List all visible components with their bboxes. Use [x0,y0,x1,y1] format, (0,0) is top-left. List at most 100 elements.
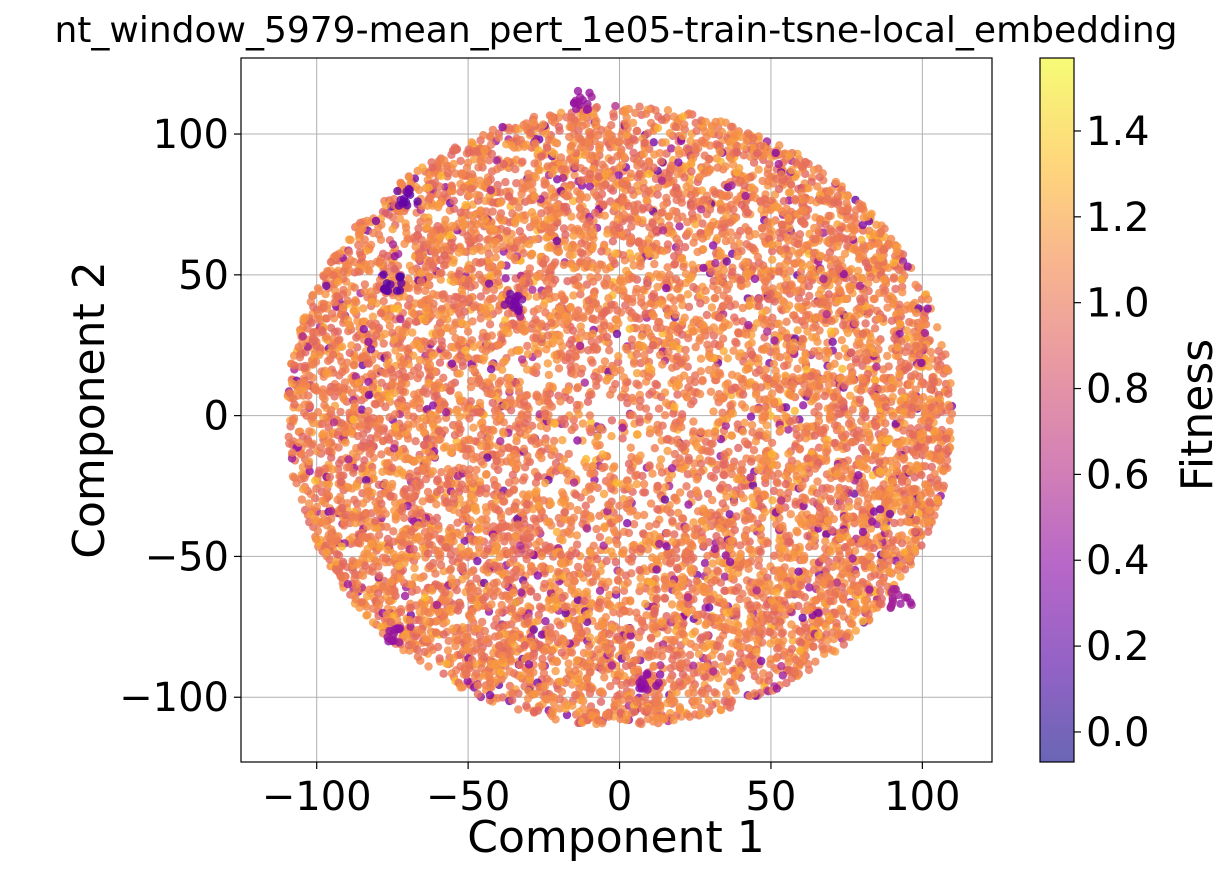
scatter-point [576,322,585,331]
scatter-point [618,434,627,443]
scatter-point [345,348,354,358]
scatter-point [551,666,560,676]
scatter-point [897,507,906,516]
scatter-point [695,389,705,399]
scatter-point [752,319,762,328]
scatter-point [723,354,732,363]
scatter-point [891,284,900,294]
scatter-point [607,432,616,441]
scatter-point [619,373,629,382]
scatter-point [523,341,532,351]
scatter-point [574,410,583,419]
scatter-point [660,411,670,420]
scatter-point [689,238,698,247]
scatter-point [729,498,739,507]
scatter-point [386,491,395,500]
scatter-point [589,541,598,550]
scatter-point [611,101,620,111]
scatter-point [558,436,567,445]
scatter-point [646,499,656,508]
scatter-point [533,571,542,580]
scatter-point [608,237,618,246]
scatter-point [697,704,706,713]
scatter-point [643,545,653,554]
scatter-point [804,665,814,675]
scatter-point [905,317,914,327]
scatter-point [472,465,481,475]
scatter-point [595,532,605,542]
scatter-point [610,283,619,292]
scatter-point [523,349,533,359]
scatter-point [872,220,881,229]
scatter-point [391,346,400,355]
scatter-points [283,86,957,729]
scatter-point [533,349,542,358]
scatter-point [752,635,761,644]
scatter-point [772,477,781,487]
scatter-point [654,404,664,413]
scatter-point [768,255,777,264]
scatter-point [745,544,754,554]
scatter-point [720,450,729,459]
scatter-point [558,173,568,183]
scatter-point [492,245,501,254]
scatter-point [709,407,718,416]
scatter-point [641,599,650,609]
scatter-point [713,233,722,243]
scatter-point [740,533,750,542]
scatter-point [659,201,668,210]
scatter-point [720,586,729,595]
scatter-point [572,531,582,540]
scatter-point [645,522,654,531]
scatter-point [400,591,410,601]
scatter-point [632,479,641,489]
scatter-point [411,437,420,446]
scatter-point [731,337,740,346]
scatter-point [811,657,820,666]
scatter-point [839,640,848,649]
scatter-point [674,145,683,155]
scatter-point [482,515,491,524]
scatter-point [696,354,706,363]
scatter-point [686,136,695,146]
scatter-point [790,406,799,416]
scatter-point [596,697,606,706]
scatter-point [730,313,739,322]
scatter-point [662,193,671,203]
scatter-point [522,701,531,710]
scatter-point [653,123,663,133]
scatter-point [747,457,756,466]
scatter-point [831,177,841,187]
scatter-point [793,326,802,335]
scatter-point [364,390,374,400]
scatter-point [673,564,682,574]
scatter-point [873,337,883,347]
scatter-point [663,446,672,456]
scatter-point [613,575,623,585]
scatter-point [572,400,582,410]
scatter-point [595,586,605,595]
scatter-point [813,477,822,486]
scatter-point [781,471,790,480]
scatter-point [476,292,486,301]
scatter-point [364,406,373,416]
scatter-point [464,524,474,534]
scatter-point [613,539,622,549]
scatter-point [466,382,476,392]
scatter-point [570,170,579,180]
scatter-point [683,710,692,719]
scatter-point [826,484,835,494]
scatter-point [639,510,649,520]
scatter-point [660,594,670,603]
scatter-point [793,364,802,373]
scatter-point [762,421,771,430]
scatter-point [602,274,612,283]
scatter-point [673,390,682,399]
scatter-point [682,482,691,491]
scatter-point [648,469,657,478]
scatter-point [368,468,377,477]
scatter-point [757,656,766,666]
scatter-point [623,519,632,528]
scatter-point [357,464,366,473]
